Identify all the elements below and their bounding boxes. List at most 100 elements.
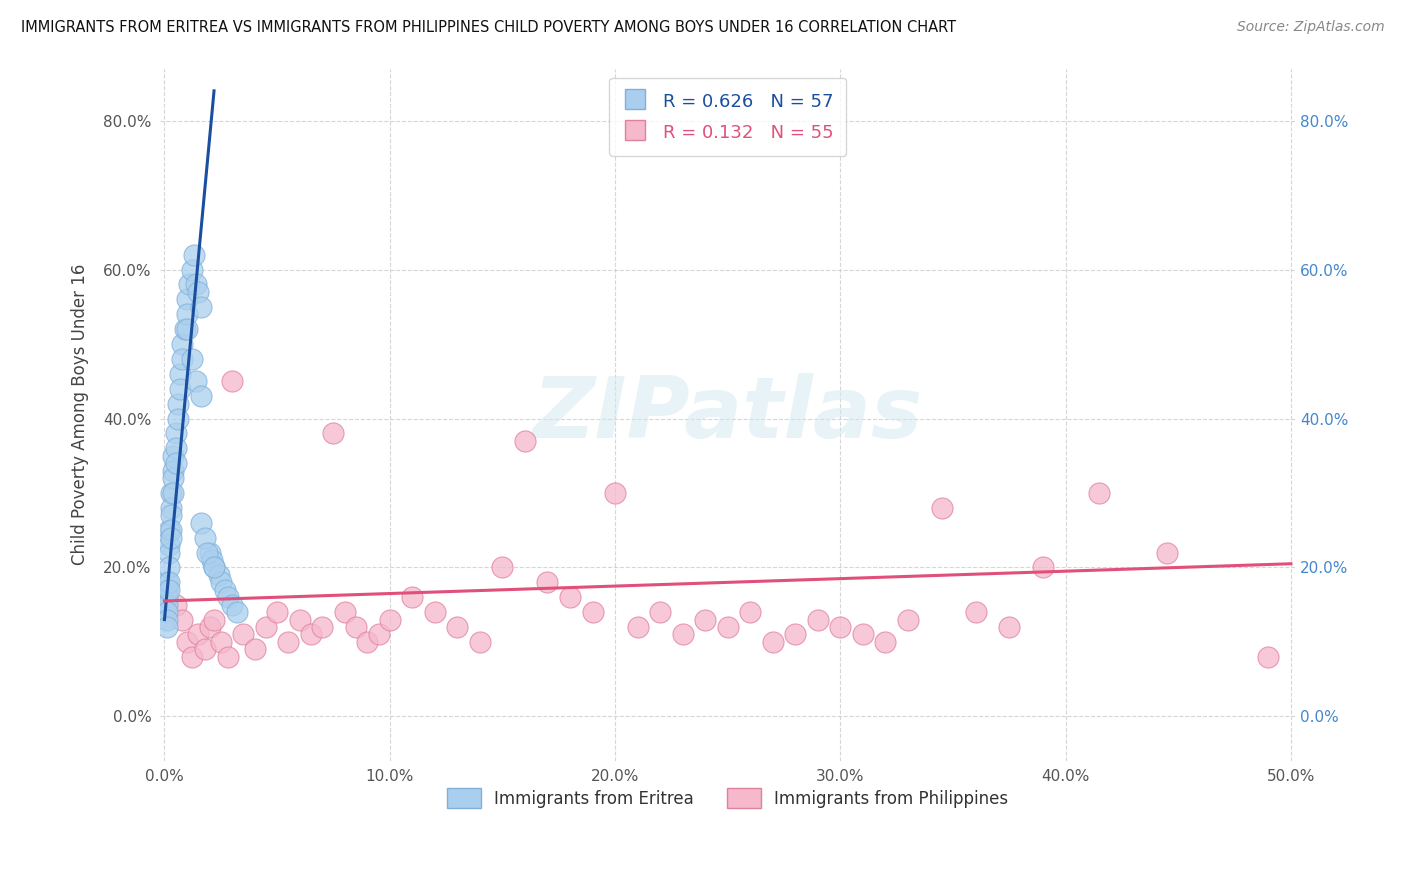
Point bbox=[180, 262, 202, 277]
Point bbox=[160, 486, 183, 500]
Point bbox=[740, 605, 762, 619]
Point bbox=[695, 613, 717, 627]
Point bbox=[157, 582, 180, 597]
Point bbox=[198, 545, 221, 559]
Point bbox=[160, 508, 183, 523]
Point bbox=[299, 627, 322, 641]
Point bbox=[344, 620, 367, 634]
Point bbox=[1156, 545, 1178, 559]
Point bbox=[931, 500, 953, 515]
Point bbox=[160, 523, 183, 537]
Point bbox=[209, 635, 232, 649]
Point bbox=[157, 560, 180, 574]
Point bbox=[785, 627, 807, 641]
Point bbox=[180, 649, 202, 664]
Point bbox=[172, 351, 194, 366]
Point bbox=[157, 545, 180, 559]
Point bbox=[156, 582, 179, 597]
Point bbox=[156, 605, 179, 619]
Point bbox=[187, 285, 209, 299]
Point bbox=[650, 605, 672, 619]
Point bbox=[513, 434, 536, 448]
Point bbox=[581, 605, 603, 619]
Point bbox=[179, 277, 201, 292]
Point bbox=[165, 426, 187, 441]
Point bbox=[254, 620, 277, 634]
Point bbox=[156, 613, 179, 627]
Point bbox=[160, 531, 183, 545]
Text: Source: ZipAtlas.com: Source: ZipAtlas.com bbox=[1237, 20, 1385, 34]
Point bbox=[198, 620, 221, 634]
Point bbox=[830, 620, 852, 634]
Point bbox=[202, 560, 225, 574]
Point bbox=[176, 293, 198, 307]
Point bbox=[446, 620, 468, 634]
Point bbox=[1257, 649, 1279, 664]
Point bbox=[536, 575, 558, 590]
Point bbox=[165, 442, 187, 456]
Point bbox=[184, 374, 207, 388]
Point bbox=[603, 486, 626, 500]
Point bbox=[194, 531, 217, 545]
Point bbox=[156, 575, 179, 590]
Point bbox=[875, 635, 897, 649]
Point bbox=[322, 426, 344, 441]
Point bbox=[160, 500, 183, 515]
Point bbox=[717, 620, 740, 634]
Point bbox=[468, 635, 491, 649]
Point bbox=[202, 613, 225, 627]
Legend: Immigrants from Eritrea, Immigrants from Philippines: Immigrants from Eritrea, Immigrants from… bbox=[440, 781, 1015, 815]
Point bbox=[201, 553, 224, 567]
Point bbox=[167, 411, 190, 425]
Point bbox=[672, 627, 695, 641]
Text: ZIPatlas: ZIPatlas bbox=[533, 373, 922, 457]
Point bbox=[852, 627, 875, 641]
Point bbox=[897, 613, 920, 627]
Point bbox=[225, 605, 247, 619]
Point bbox=[266, 605, 288, 619]
Point bbox=[180, 351, 202, 366]
Point bbox=[190, 389, 212, 403]
Point bbox=[162, 486, 184, 500]
Point bbox=[156, 591, 179, 605]
Point bbox=[176, 322, 198, 336]
Point bbox=[165, 598, 187, 612]
Point bbox=[367, 627, 389, 641]
Point bbox=[156, 620, 179, 634]
Point bbox=[401, 591, 423, 605]
Point bbox=[232, 627, 254, 641]
Point bbox=[311, 620, 333, 634]
Point bbox=[157, 575, 180, 590]
Point bbox=[243, 642, 266, 657]
Point bbox=[333, 605, 356, 619]
Point bbox=[998, 620, 1021, 634]
Point bbox=[378, 613, 401, 627]
Point bbox=[1032, 560, 1054, 574]
Point bbox=[157, 538, 180, 552]
Point bbox=[558, 591, 581, 605]
Point bbox=[195, 545, 218, 559]
Point bbox=[190, 516, 212, 530]
Point bbox=[807, 613, 830, 627]
Point bbox=[162, 471, 184, 485]
Point bbox=[173, 322, 195, 336]
Text: IMMIGRANTS FROM ERITREA VS IMMIGRANTS FROM PHILIPPINES CHILD POVERTY AMONG BOYS : IMMIGRANTS FROM ERITREA VS IMMIGRANTS FR… bbox=[21, 20, 956, 35]
Point bbox=[491, 560, 513, 574]
Point bbox=[217, 591, 239, 605]
Point bbox=[169, 382, 191, 396]
Point bbox=[209, 575, 232, 590]
Point bbox=[172, 337, 194, 351]
Point bbox=[162, 449, 184, 463]
Point bbox=[167, 396, 190, 410]
Point bbox=[288, 613, 311, 627]
Point bbox=[183, 248, 205, 262]
Point bbox=[157, 523, 180, 537]
Point bbox=[217, 649, 239, 664]
Point bbox=[190, 300, 212, 314]
Point bbox=[277, 635, 299, 649]
Point bbox=[202, 560, 225, 574]
Y-axis label: Child Poverty Among Boys Under 16: Child Poverty Among Boys Under 16 bbox=[72, 264, 89, 566]
Point bbox=[162, 464, 184, 478]
Point bbox=[221, 374, 243, 388]
Point bbox=[207, 568, 229, 582]
